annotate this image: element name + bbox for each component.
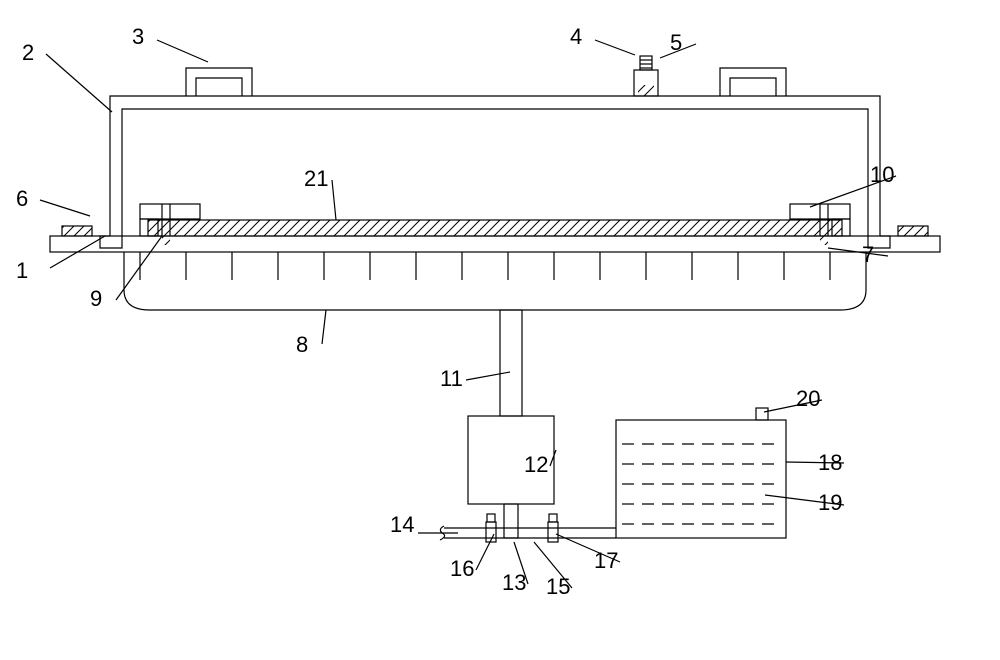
lid-left-flange bbox=[100, 236, 122, 248]
svg-text:12: 12 bbox=[524, 452, 548, 477]
svg-text:19: 19 bbox=[818, 490, 842, 515]
pipe-vertical bbox=[500, 310, 522, 416]
callout-labels: 123456789101112131415161718192021 bbox=[16, 24, 896, 599]
vacuum-chamber bbox=[124, 252, 866, 310]
tank bbox=[616, 408, 786, 538]
svg-text:5: 5 bbox=[670, 30, 682, 55]
svg-text:2: 2 bbox=[22, 40, 34, 65]
svg-text:11: 11 bbox=[440, 366, 463, 391]
svg-text:10: 10 bbox=[870, 162, 894, 187]
svg-text:15: 15 bbox=[546, 574, 570, 599]
tank-port bbox=[756, 408, 768, 420]
pump-outlet bbox=[504, 504, 518, 538]
svg-text:20: 20 bbox=[796, 386, 820, 411]
svg-text:7: 7 bbox=[862, 242, 874, 267]
vacuum-slots bbox=[140, 252, 830, 280]
top-port bbox=[634, 56, 658, 96]
svg-text:1: 1 bbox=[16, 258, 28, 283]
handle-right bbox=[720, 68, 786, 96]
handle-left bbox=[186, 68, 252, 96]
svg-text:13: 13 bbox=[502, 570, 526, 595]
svg-text:21: 21 bbox=[304, 166, 328, 191]
workpiece bbox=[148, 220, 842, 236]
svg-text:4: 4 bbox=[570, 24, 582, 49]
svg-text:18: 18 bbox=[818, 450, 842, 475]
svg-text:9: 9 bbox=[90, 286, 102, 311]
svg-text:14: 14 bbox=[390, 512, 414, 537]
svg-text:16: 16 bbox=[450, 556, 474, 581]
svg-text:6: 6 bbox=[16, 186, 28, 211]
base-plate bbox=[50, 236, 940, 252]
svg-text:3: 3 bbox=[132, 24, 144, 49]
lid-inner bbox=[122, 109, 868, 236]
svg-text:17: 17 bbox=[594, 548, 618, 573]
svg-text:8: 8 bbox=[296, 332, 308, 357]
lid-outer bbox=[110, 96, 880, 236]
